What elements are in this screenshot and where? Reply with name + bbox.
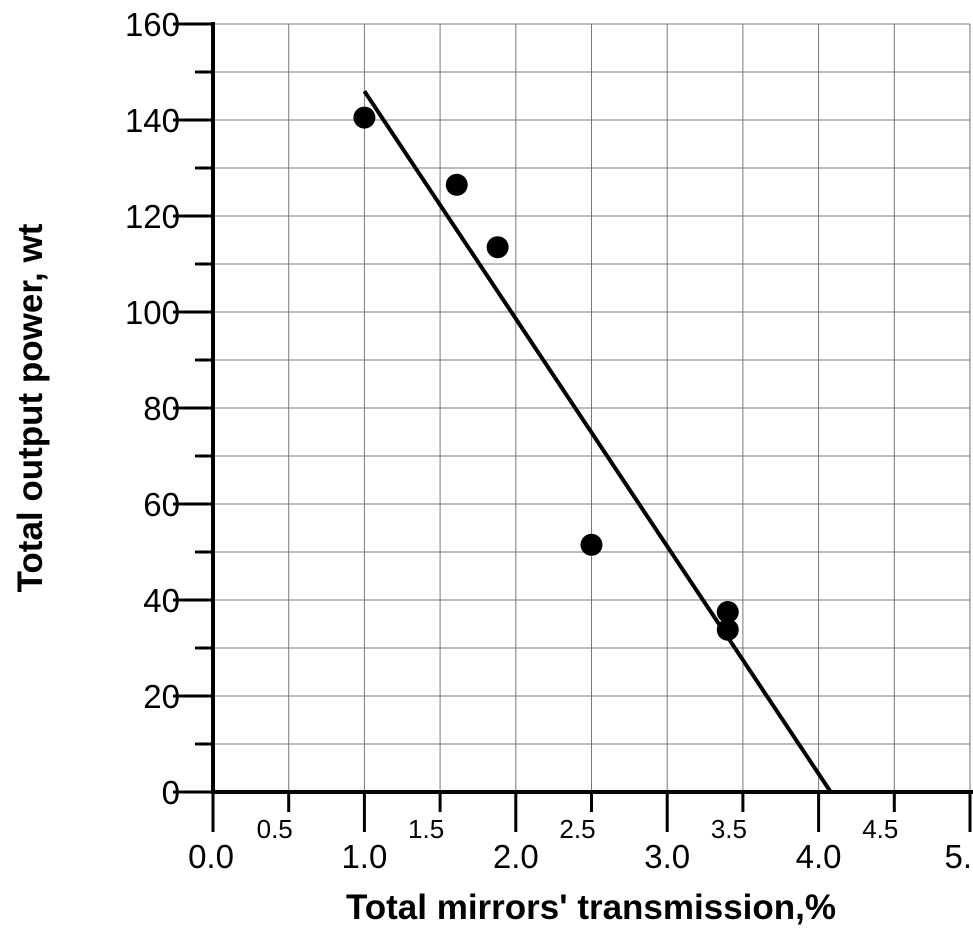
- x-tick-label-minor: 2.5: [559, 814, 595, 844]
- y-tick-label: 100: [125, 294, 180, 331]
- grid: [213, 24, 970, 792]
- ticks: [173, 24, 970, 832]
- x-tick-label-major: 2.0: [493, 838, 539, 875]
- data-point: [353, 107, 375, 129]
- fit-line-group: [364, 91, 830, 792]
- data-point: [487, 236, 509, 258]
- y-tick-label: 60: [143, 486, 180, 523]
- x-tick-label-minor: 4.5: [862, 814, 898, 844]
- x-tick-label-minor: 1.5: [408, 814, 444, 844]
- fit-line: [364, 91, 830, 792]
- y-axis-title: Total output power, wt: [11, 223, 50, 592]
- y-tick-label: 160: [125, 6, 180, 43]
- y-tick-label: 20: [143, 678, 180, 715]
- y-tick-label: 40: [143, 582, 180, 619]
- data-point: [446, 174, 468, 196]
- x-tick-labels: 0.0 1.0 2.0 3.0 4.0 5. 0.5 1.5 2.5 3.5 4.5: [188, 814, 972, 875]
- x-tick-label-major: 3.0: [644, 838, 690, 875]
- y-tick-label: 0: [162, 774, 180, 811]
- y-tick-label: 120: [125, 198, 180, 235]
- x-axis-title: Total mirrors' transmission,%: [346, 888, 836, 927]
- x-tick-label-minor: 3.5: [711, 814, 747, 844]
- y-tick-labels: 0 20 40 60 80 100 120 140 160: [125, 6, 180, 811]
- data-point: [581, 534, 603, 556]
- x-tick-label-major: 4.0: [796, 838, 842, 875]
- data-point: [717, 619, 739, 641]
- y-tick-label: 140: [125, 102, 180, 139]
- data-points: [353, 107, 738, 641]
- y-tick-label: 80: [143, 390, 180, 427]
- x-tick-label-major: 5.: [944, 838, 972, 875]
- x-tick-label-major: 0.0: [188, 838, 234, 875]
- x-tick-label-major: 1.0: [341, 838, 387, 875]
- x-tick-label-minor: 0.5: [257, 814, 293, 844]
